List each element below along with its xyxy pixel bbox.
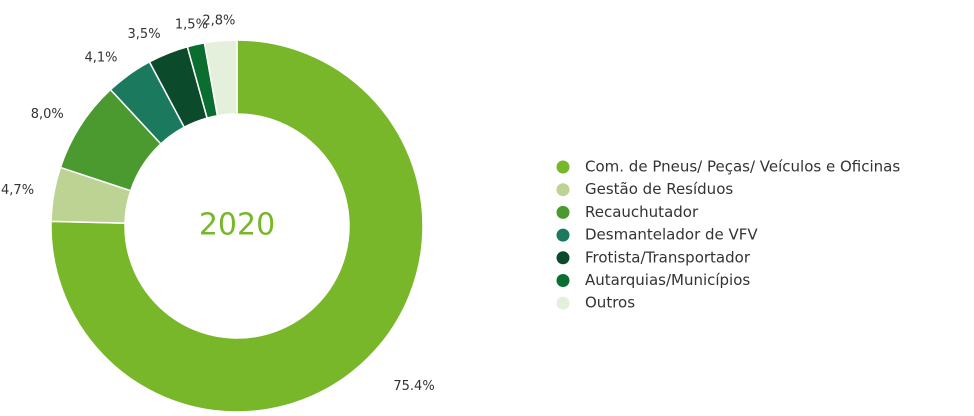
center-label: 2020: [199, 208, 275, 243]
legend-label: Autarquias/Municípios: [585, 271, 750, 289]
legend-label: Frotista/Transportador: [585, 248, 751, 266]
legend-swatch: [556, 296, 570, 310]
data-label: 4,7%: [1, 183, 34, 198]
legend-swatch: [556, 205, 570, 219]
data-label: 1,5%: [175, 18, 208, 33]
data-label: 8,0%: [31, 107, 64, 122]
legend-swatch: [556, 183, 570, 197]
legend-label: Com. de Pneus/ Peças/ Veículos e Oficina…: [585, 158, 900, 176]
legend-swatch: [556, 160, 570, 174]
donut-slice: [50, 39, 424, 413]
legend-label: Desmantelador de VFV: [585, 226, 758, 244]
legend-swatch: [556, 251, 570, 265]
legend-label: Outros: [585, 294, 635, 312]
data-label: 4,1%: [84, 51, 117, 66]
donut-slice: [203, 39, 238, 117]
legend-swatch: [556, 274, 570, 287]
legend-swatch: [556, 228, 570, 242]
legend-label: Recauchutador: [585, 203, 699, 221]
data-label: 3,5%: [128, 27, 161, 42]
data-label: 75.4%: [393, 379, 434, 394]
data-label: 2,8%: [202, 13, 235, 28]
legend-label: Gestão de Resíduos: [585, 180, 733, 198]
